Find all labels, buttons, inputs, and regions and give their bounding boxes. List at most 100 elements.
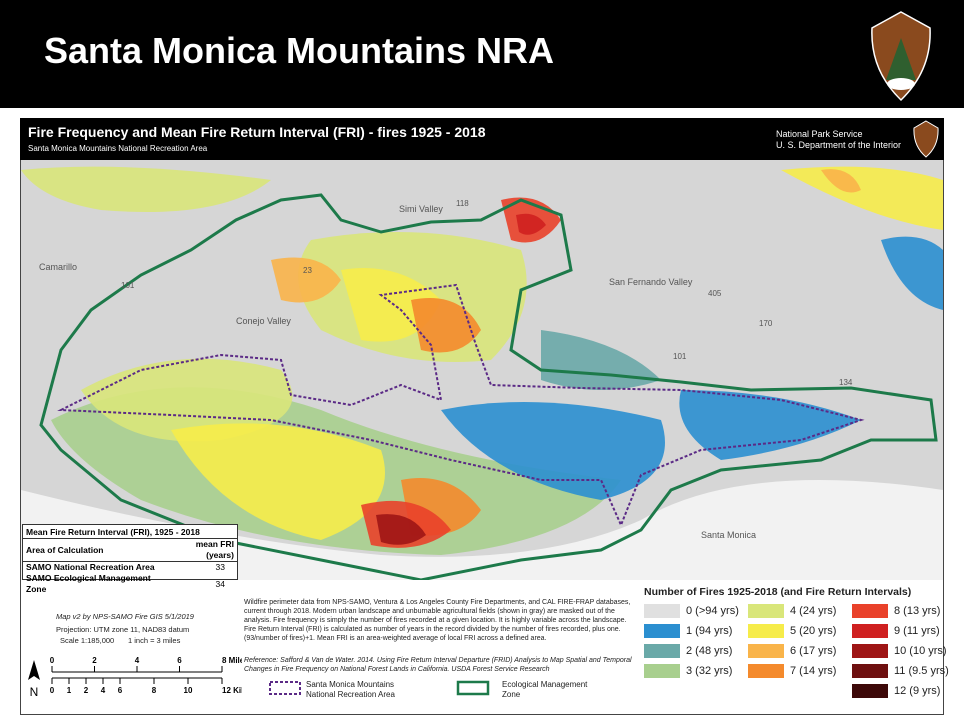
swatch bbox=[456, 680, 490, 696]
place-label: Simi Valley bbox=[399, 204, 443, 214]
table: Mean Fire Return Interval (FRI), 1925 - … bbox=[23, 525, 237, 595]
legend-label: 2 (48 yrs) bbox=[686, 645, 733, 657]
scale-label: 12 Kilometers bbox=[222, 686, 242, 695]
emz-legend-swatch bbox=[456, 680, 490, 696]
fire-area bbox=[781, 166, 943, 230]
credit: 1 inch = 3 miles bbox=[128, 636, 181, 645]
legend-swatch bbox=[852, 644, 888, 658]
legend-item: 12 (9 yrs) bbox=[852, 683, 940, 699]
scale-label: 0 bbox=[50, 686, 55, 695]
legend-label: 4 (24 yrs) bbox=[790, 605, 837, 617]
reference: Reference: Safford & Van de Water. 2014.… bbox=[244, 657, 632, 673]
legend-item: 5 (20 yrs) bbox=[748, 623, 836, 639]
legend-label: 8 (13 yrs) bbox=[894, 605, 941, 617]
fire-area bbox=[881, 236, 943, 310]
scale-label: 4 bbox=[101, 686, 106, 695]
legend-label: 10 (10 yrs) bbox=[894, 645, 947, 657]
legend-swatch bbox=[748, 624, 784, 638]
legend-item: 11 (9.5 yrs) bbox=[852, 663, 949, 679]
fire-area bbox=[171, 423, 385, 540]
table-title-row: Mean Fire Return Interval (FRI), 1925 - … bbox=[23, 525, 237, 539]
table-row: SAMO National Recreation Area 33 bbox=[23, 562, 237, 574]
table-cell: 33 bbox=[215, 562, 225, 572]
highway-label: 118 bbox=[456, 199, 469, 208]
north-label: N bbox=[30, 685, 39, 699]
fire-area bbox=[821, 169, 861, 193]
legend-item: 7 (14 yrs) bbox=[748, 663, 836, 679]
map-subtitle: Santa Monica Mountains National Recreati… bbox=[28, 144, 208, 153]
swatch bbox=[269, 681, 301, 695]
scale-label: 2 bbox=[84, 686, 89, 695]
map-title-bar: Fire Frequency and Mean Fire Return Inte… bbox=[20, 118, 944, 160]
agency: National Park Service bbox=[776, 129, 863, 139]
scale-label: 8 bbox=[152, 686, 157, 695]
scale-label: 6 bbox=[118, 686, 123, 695]
legend-swatch bbox=[852, 664, 888, 678]
fire-area bbox=[679, 390, 861, 460]
scale-label: 10 bbox=[184, 686, 193, 695]
legend-label: 11 (9.5 yrs) bbox=[894, 665, 949, 677]
nra-boundary bbox=[57, 283, 865, 528]
legend-label: 12 (9 yrs) bbox=[894, 685, 941, 697]
boundary-label: Santa Monica Mountains National Recreati… bbox=[306, 680, 395, 699]
ocean bbox=[21, 480, 943, 580]
legend-label: 6 (17 yrs) bbox=[790, 645, 837, 657]
scale-ticks: 0 2 4 6 8 Miles 0 1 2 4 6 8 10 12 Kilometers bbox=[50, 656, 242, 695]
legend-label: 7 (14 yrs) bbox=[790, 665, 837, 677]
scale-label: 2 bbox=[92, 656, 97, 665]
legend-label: 3 (32 yrs) bbox=[686, 665, 733, 677]
fire-area bbox=[271, 257, 341, 303]
legend-item: 1 (94 yrs) bbox=[644, 623, 732, 639]
logo-tree bbox=[886, 38, 916, 80]
agency: U. S. Department of the Interior bbox=[776, 140, 902, 150]
north-arrow bbox=[28, 660, 40, 680]
highway-label: 170 bbox=[759, 319, 773, 328]
map-title: Fire Frequency and Mean Fire Return Inte… bbox=[28, 124, 486, 140]
fire-area bbox=[516, 213, 546, 235]
legend-swatch bbox=[748, 664, 784, 678]
credit: Scale 1:185,000 bbox=[60, 636, 115, 645]
legend-label: 9 (11 yrs) bbox=[894, 625, 940, 637]
legend-item: 9 (11 yrs) bbox=[852, 623, 940, 639]
legend-item: 6 (17 yrs) bbox=[748, 643, 836, 659]
scale-label: 6 bbox=[177, 656, 182, 665]
legend: 0 (>94 yrs) 1 (94 yrs) 2 (48 yrs) 3 (32 yrs… bbox=[644, 603, 949, 713]
highway-label: 134 bbox=[839, 378, 853, 387]
legend-swatch bbox=[644, 624, 680, 638]
place-label: San Fernando Valley bbox=[609, 277, 693, 287]
legend-item: 0 (>94 yrs) bbox=[644, 603, 739, 619]
scale-label: 1 bbox=[67, 686, 72, 695]
legend-swatch bbox=[644, 644, 680, 658]
place-label: Conejo Valley bbox=[236, 316, 291, 326]
table-cell: SAMO Ecological Management Zone bbox=[26, 573, 151, 594]
legend-swatch bbox=[852, 604, 888, 618]
ecological-zone-boundary bbox=[39, 193, 938, 580]
legend-label: 0 (>94 yrs) bbox=[686, 605, 739, 617]
nps-logo bbox=[871, 11, 931, 102]
legend-swatch bbox=[644, 604, 680, 618]
logo-shape bbox=[913, 120, 939, 158]
scale-label: 4 bbox=[135, 656, 140, 665]
highway-label: 405 bbox=[708, 289, 722, 298]
legend-item: 3 (32 yrs) bbox=[644, 663, 732, 679]
legend-item: 8 (13 yrs) bbox=[852, 603, 940, 619]
table-header-row: Area of Calculation mean FRI (years) bbox=[23, 538, 237, 562]
place-label: Santa Monica bbox=[701, 530, 756, 540]
table-title: Mean Fire Return Interval (FRI), 1925 - … bbox=[23, 525, 237, 539]
logo-bison bbox=[887, 78, 915, 90]
credit: Map v2 by NPS-SAMO Fire GIS 5/1/2019 bbox=[56, 612, 194, 621]
fire-areas bbox=[21, 166, 943, 555]
legend-label: 1 (94 yrs) bbox=[686, 625, 733, 637]
fri-table: Mean Fire Return Interval (FRI), 1925 - … bbox=[22, 524, 238, 594]
fire-area bbox=[411, 298, 481, 353]
notes: Wildfire perimeter data from NPS-SAMO, V… bbox=[244, 599, 631, 642]
nra-legend-swatch bbox=[269, 681, 301, 695]
header-title: Santa Monica Mountains NRA bbox=[44, 30, 555, 71]
legend-item: 2 (48 yrs) bbox=[644, 643, 732, 659]
table-header: mean FRI (years) bbox=[166, 538, 237, 562]
credit: Projection: UTM zone 11, NAD83 datum bbox=[56, 625, 190, 634]
scale-label: 8 Miles bbox=[222, 656, 242, 665]
table-header: Area of Calculation bbox=[23, 538, 167, 562]
place-label: Camarillo bbox=[39, 262, 77, 272]
fire-area bbox=[541, 330, 661, 390]
